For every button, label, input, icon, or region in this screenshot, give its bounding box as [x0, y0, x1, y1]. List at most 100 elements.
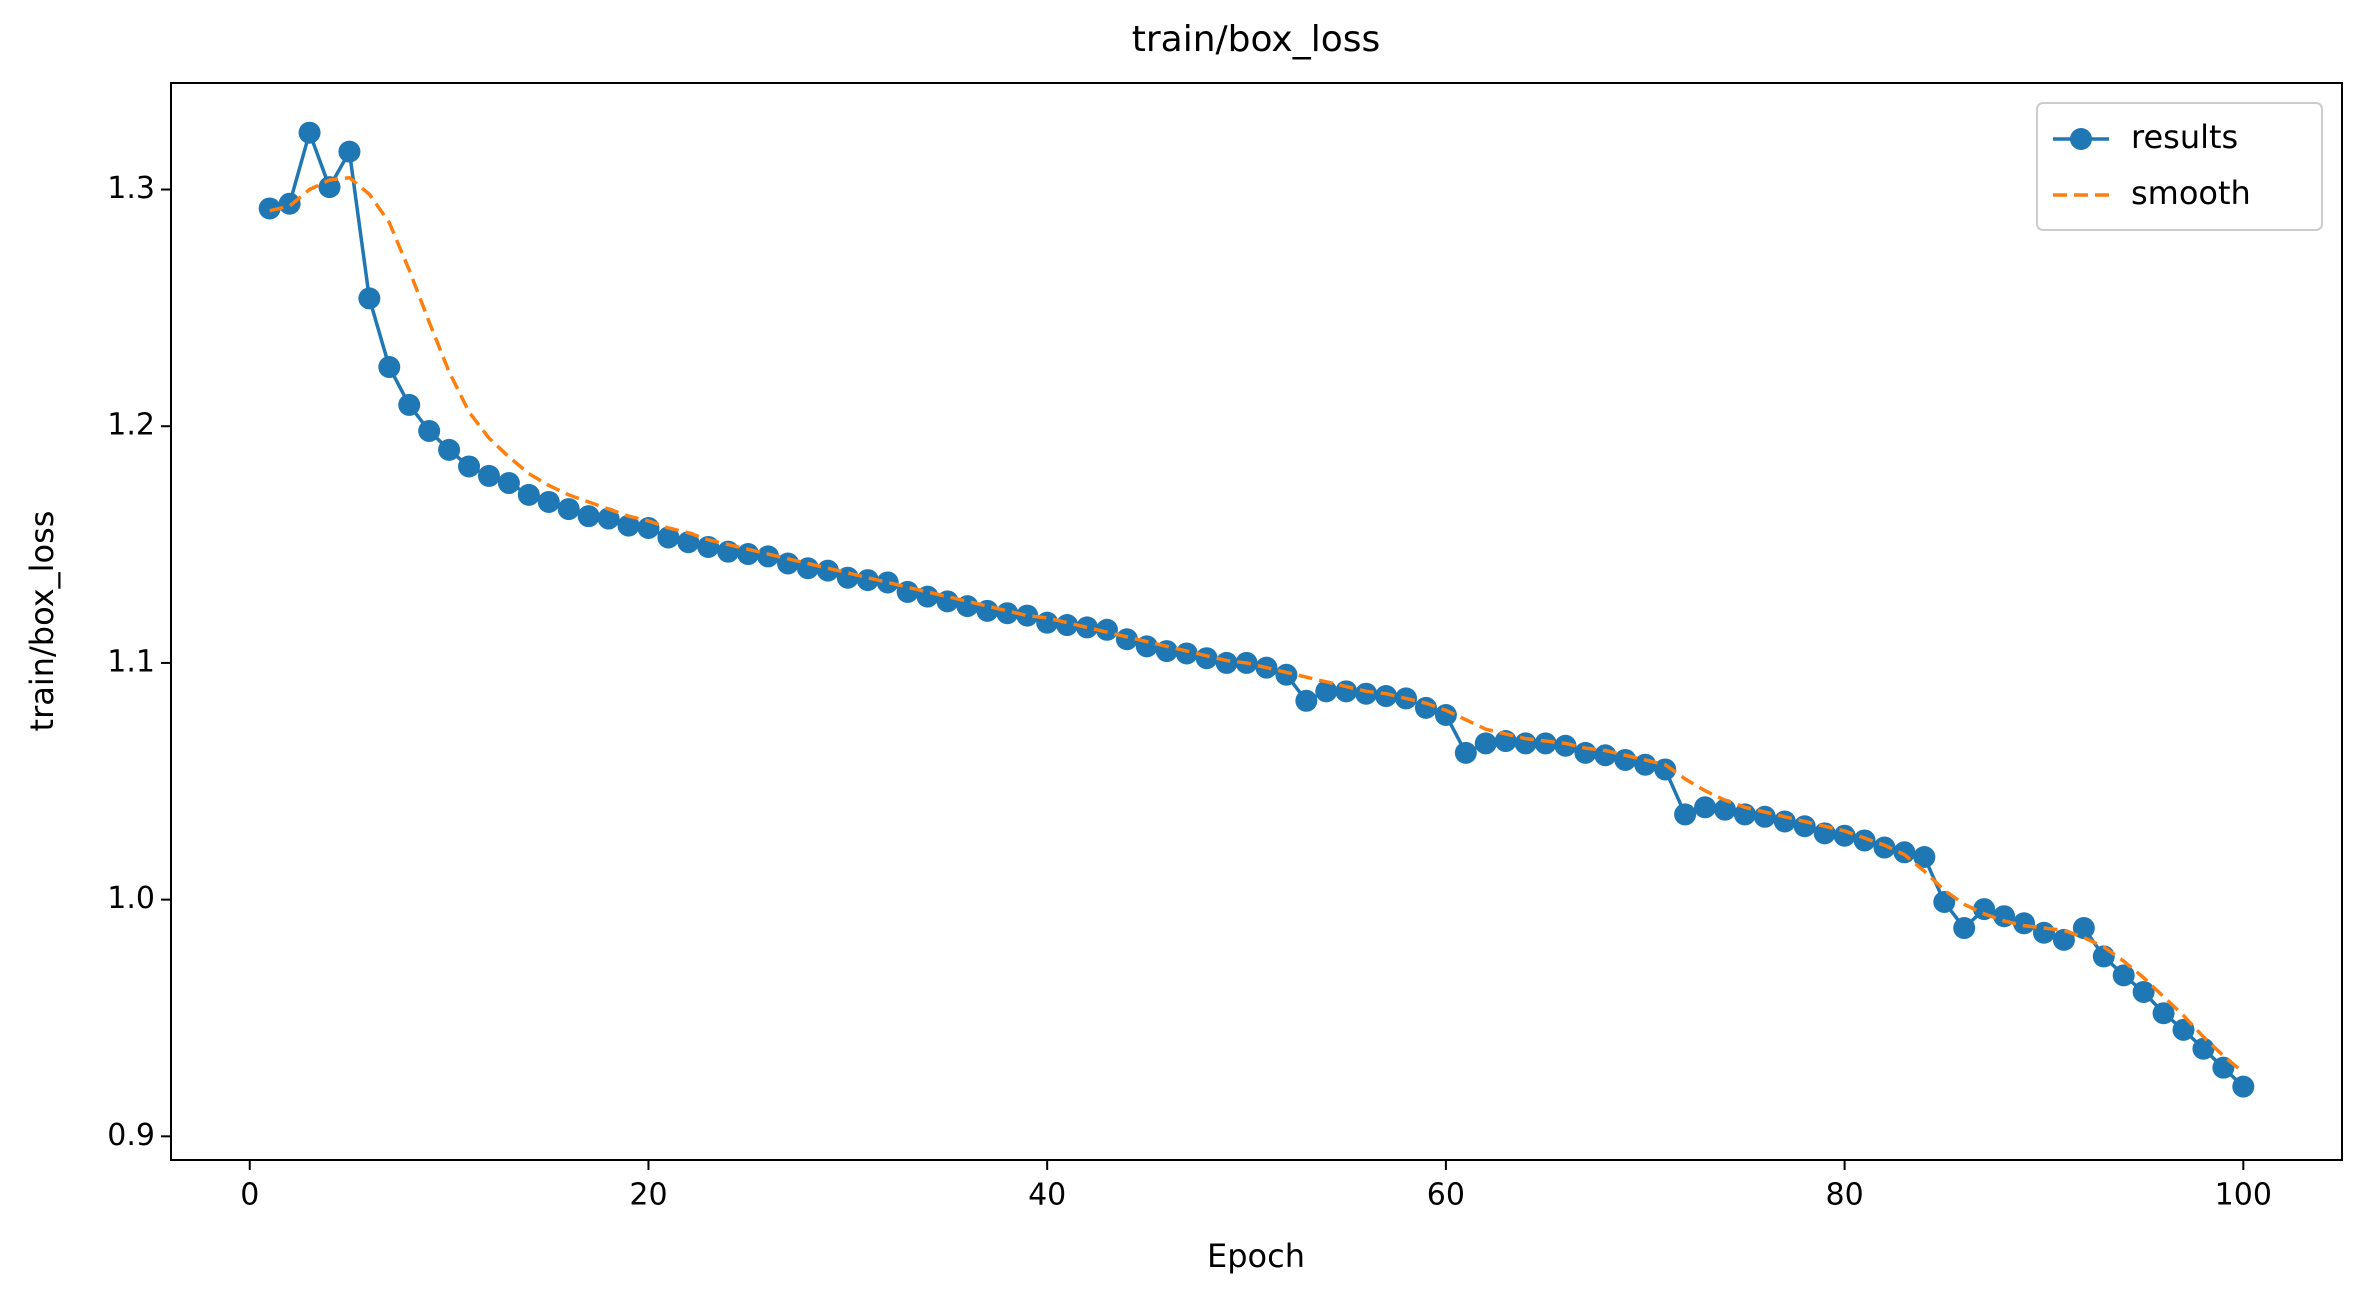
- data-point: [1614, 748, 1637, 771]
- data-point: [398, 393, 421, 416]
- data-point: [298, 121, 321, 144]
- data-point: [1853, 829, 1876, 852]
- data-point: [1315, 680, 1338, 703]
- data-point: [677, 531, 700, 554]
- data-point: [1454, 741, 1477, 764]
- data-point: [1195, 647, 1218, 670]
- data-point: [1773, 810, 1796, 833]
- legend-label: results: [2131, 118, 2238, 156]
- data-point: [258, 197, 281, 220]
- data-point: [278, 192, 301, 215]
- data-point: [1554, 734, 1577, 757]
- data-point: [2232, 1075, 2255, 1098]
- data-point: [1793, 815, 1816, 838]
- data-point: [2013, 912, 2036, 935]
- data-point: [1833, 824, 1856, 847]
- data-point: [2172, 1018, 2195, 1041]
- data-point: [1674, 803, 1697, 826]
- data-point: [856, 569, 879, 592]
- data-point: [1713, 798, 1736, 821]
- x-tick-label: 80: [1826, 1178, 1864, 1213]
- data-point: [1594, 744, 1617, 767]
- data-point: [1753, 805, 1776, 828]
- plot-frame: [170, 82, 2343, 1161]
- data-point: [497, 472, 520, 495]
- data-point: [1534, 732, 1557, 755]
- data-point: [1634, 753, 1657, 776]
- data-point: [737, 543, 760, 566]
- data-point: [557, 498, 580, 521]
- data-point: [1016, 604, 1039, 627]
- data-point: [2112, 964, 2135, 987]
- data-point: [378, 356, 401, 379]
- data-point: [2152, 1002, 2175, 1025]
- data-point: [338, 140, 361, 163]
- data-point: [2192, 1037, 2215, 1060]
- data-point: [1434, 703, 1457, 726]
- data-point: [1115, 628, 1138, 651]
- data-point: [1893, 841, 1916, 864]
- chart-title: train/box_loss: [1132, 19, 1381, 60]
- y-tick-label: 1.2: [107, 408, 155, 443]
- x-tick-label: 100: [2215, 1178, 2272, 1213]
- data-point: [1275, 663, 1298, 686]
- data-point: [1095, 618, 1118, 641]
- legend-label: smooth: [2131, 174, 2251, 212]
- data-point: [1414, 696, 1437, 719]
- x-tick-label: 20: [629, 1178, 667, 1213]
- data-point: [2132, 980, 2155, 1003]
- y-tick-label: 0.9: [107, 1118, 155, 1153]
- data-point: [1036, 611, 1059, 634]
- data-point: [2072, 917, 2095, 940]
- data-point: [1474, 732, 1497, 755]
- data-point: [1694, 796, 1717, 819]
- data-point: [777, 552, 800, 575]
- x-tick-label: 0: [240, 1178, 259, 1213]
- data-point: [1953, 917, 1976, 940]
- data-point: [1873, 836, 1896, 859]
- data-point: [1056, 614, 1079, 637]
- series-line: [269, 127, 2245, 1088]
- data-point: [438, 438, 461, 461]
- data-point: [1215, 651, 1238, 674]
- data-point: [517, 483, 540, 506]
- y-axis-label: train/box_loss: [23, 511, 61, 732]
- data-point: [1295, 689, 1318, 712]
- data-point: [318, 176, 341, 199]
- series-line: [269, 175, 2245, 1074]
- data-point: [597, 507, 620, 530]
- data-point: [1933, 890, 1956, 913]
- data-point: [1913, 846, 1936, 869]
- data-point: [1175, 642, 1198, 665]
- data-point: [1574, 741, 1597, 764]
- y-tick-label: 1.0: [107, 881, 155, 916]
- x-axis-label: Epoch: [1207, 1237, 1305, 1275]
- data-point: [657, 526, 680, 549]
- y-tick-label: 1.1: [107, 644, 155, 679]
- data-point: [1514, 732, 1537, 755]
- data-point: [577, 505, 600, 528]
- data-point: [796, 557, 819, 580]
- data-point: [418, 419, 441, 442]
- data-point: [477, 464, 500, 487]
- data-point: [996, 602, 1019, 625]
- legend-box: [2036, 102, 2323, 231]
- data-point: [1375, 685, 1398, 708]
- data-point: [1355, 682, 1378, 705]
- data-point: [816, 559, 839, 582]
- data-point: [1654, 758, 1677, 781]
- data-point: [358, 287, 381, 310]
- data-point: [617, 514, 640, 537]
- data-point: [1335, 680, 1358, 703]
- x-tick-label: 40: [1028, 1178, 1066, 1213]
- legend-marker: [2070, 128, 2092, 150]
- data-point: [836, 566, 859, 589]
- data-point: [537, 490, 560, 513]
- data-point: [458, 455, 481, 478]
- data-point: [2032, 921, 2055, 944]
- data-point: [757, 545, 780, 568]
- data-point: [2052, 928, 2075, 951]
- data-point: [876, 571, 899, 594]
- y-tick-label: 1.3: [107, 171, 155, 206]
